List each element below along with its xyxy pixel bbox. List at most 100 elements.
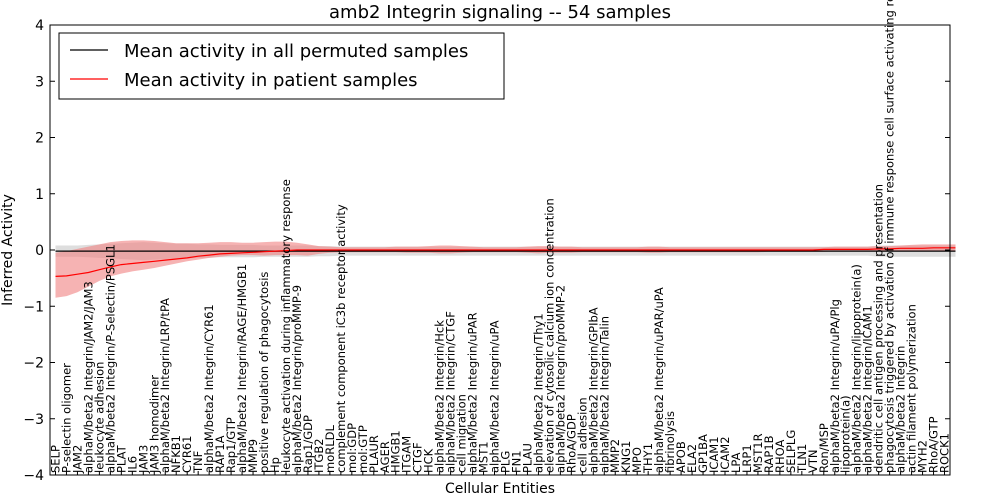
x-tick-label: NFKB1: [169, 435, 183, 473]
x-tick-label: positive regulation of phagocytosis: [257, 272, 271, 473]
x-tick-label: alphaM/beta2 Integrin/Thy1: [531, 313, 545, 473]
x-tick-label: alphaM/beta2 Integrin/CYR61: [202, 304, 216, 473]
x-tick-label: mol:GTP: [356, 425, 370, 473]
x-tick-label: leukocyte adhesion: [92, 362, 106, 473]
x-tick-label: CYR61: [180, 436, 194, 473]
x-tick-label: lipoprotein(a): [839, 395, 853, 473]
x-tick-label: RhoA/GDP: [564, 414, 578, 473]
x-tick-label: alphaM/beta2 Integrin/uPAR: [466, 312, 480, 473]
x-tick-label: TNF: [191, 451, 205, 474]
x-tick-label: moRLDL: [323, 425, 337, 473]
x-tick-label: alphaM/beta2 Integrin/JAM2/JAM3: [81, 281, 95, 473]
x-tick-label: HMGB1: [389, 430, 403, 473]
x-tick-label: GP1BA: [696, 434, 710, 473]
x-tick-label: RAP1B: [762, 435, 776, 473]
x-tick-label: PLAU: [520, 443, 534, 473]
x-tick-label: alphaM/beta2 Integrin: [894, 346, 908, 473]
x-tick-label: P-selectin oligomer: [60, 363, 74, 473]
x-tick-label: Rap1/GDP: [301, 415, 315, 473]
x-tick-label: IL6: [125, 456, 139, 473]
x-tick-label: Hp: [268, 457, 282, 473]
y-tick-label: 3: [35, 74, 44, 90]
y-axis: −4 −3 −2 −1 0 1 2 3 4: [23, 18, 950, 484]
x-tick-label: Rap1/GTP: [224, 417, 238, 473]
x-tick-label: alphaM/beta2 Integrin/CTGF: [444, 311, 458, 473]
x-tick-label: ELA2: [685, 444, 699, 473]
x-tick-label: CTGF: [411, 442, 425, 473]
x-tick-label: Ron/MSP: [817, 423, 831, 473]
y-tick-label: 2: [35, 131, 44, 147]
x-tick-label: SELP: [49, 445, 63, 473]
x-tick-label: elevation of cytosolic calcium ion conce…: [542, 198, 556, 473]
x-tick-label: AGER: [378, 441, 392, 473]
x-tick-label: RhoA/GTP: [927, 416, 941, 473]
x-tick-label: alphaM/beta2 Integrin/uPA/Plg: [828, 299, 842, 473]
x-tick-label: HCK: [422, 448, 436, 473]
x-tick-label: ITGAM: [400, 436, 414, 473]
x-tick-label: PLAUR: [367, 435, 381, 473]
x-tick-label: MMP9: [246, 439, 260, 473]
x-axis-label: Cellular Entities: [445, 481, 555, 497]
legend-box: [58, 32, 505, 100]
legend-label-patient: Mean activity in patient samples: [124, 70, 418, 91]
x-tick-label: ROCK1: [938, 433, 952, 473]
x-tick-label: complement component iC3b receptor activ…: [334, 204, 348, 473]
y-tick-label: 4: [35, 18, 44, 34]
x-tick-label: alphaM/beta2 Integrin/uPAR/uPA: [652, 287, 666, 473]
x-tick-label: RAP1A: [213, 435, 227, 473]
x-tick-label: actin filament polymerization: [905, 304, 919, 473]
y-tick-label: −3: [23, 412, 44, 428]
x-tick-label: KNG1: [619, 441, 633, 473]
x-tick-label: APOB: [674, 441, 688, 473]
x-tick-label: LRP1: [740, 444, 754, 473]
x-tick-label: fibrinolysis: [663, 411, 677, 473]
x-tick-label: MYH2: [916, 440, 930, 473]
x-tick-label: TLN1: [795, 444, 809, 474]
y-tick-label: 0: [35, 243, 44, 259]
x-tick-label: ITGB2: [312, 438, 326, 473]
chart-title: amb2 Integrin signaling -- 54 samples: [329, 2, 671, 23]
x-tick-label: dendritic cell antigen processing and pr…: [872, 184, 886, 473]
x-tick-label: alphaM/beta2 Integrin/proMMP-2: [553, 285, 567, 473]
x-tick-label: alphaM/beta2 Integrin/ICAM1: [861, 305, 875, 473]
x-tick-label: MST1R: [751, 433, 765, 473]
x-tick-label: MPO: [630, 447, 644, 473]
x-tick-label: alphaM/beta2 Integrin/proMMP-9: [290, 285, 304, 473]
x-tick-label: cell migration: [455, 394, 469, 473]
x-tick-label: alphaM/beta2 Integrin/RAGE/HMGB1: [235, 264, 249, 473]
x-tick-label: MMP2: [608, 439, 622, 473]
y-axis-label: Inferred Activity: [0, 194, 16, 306]
y-tick-label: 1: [35, 187, 44, 203]
legend: Mean activity in all permuted samples Me…: [58, 32, 505, 100]
series-lines: [55, 247, 956, 277]
x-tick-label: RHOA: [773, 440, 787, 473]
x-tick-label: ICAM2: [718, 436, 732, 473]
x-tick-label: MST1: [477, 441, 491, 473]
x-tick-label: THY1: [641, 443, 655, 474]
y-tick-label: −2: [23, 356, 44, 372]
line-series-1: [55, 247, 956, 277]
x-tick-label: ICAM1: [707, 436, 721, 473]
x-tick-label: JAM3 homodimer: [147, 375, 161, 474]
x-tick-label: alphaM/beta2 Integrin/GPIbA: [586, 307, 600, 473]
x-tick-label: alphaM/beta2 Integrin/lipoprotein(a): [850, 264, 864, 473]
x-tick-label: alphaM/beta2 Integrin/LRP/tPA: [158, 298, 172, 473]
x-tick-label: phagocytosis triggered by activation of …: [883, 0, 897, 473]
x-tick-label: JAM2: [70, 445, 84, 474]
y-tick-label: −1: [23, 299, 44, 315]
x-tick-label: JAM3: [136, 445, 150, 474]
x-tick-label: LPA: [729, 452, 743, 473]
x-tick-label: alphaM/beta2 Integrin/Talin: [597, 316, 611, 473]
x-tick-label: alphaM/beta2 Integrin/Hck: [433, 320, 447, 473]
x-tick-label: alphaM/beta2 Integrin/P-Selectin/PSGL1: [103, 244, 117, 473]
x-tick-label: PLG: [499, 451, 513, 473]
x-tick-label: VTN: [806, 450, 820, 474]
band-series-1: [55, 240, 956, 298]
y-tick-label: −4: [23, 468, 44, 484]
x-tick-label: FN1: [510, 450, 524, 473]
x-tick-label: alphaM/beta2 Integrin/uPA: [488, 320, 502, 473]
x-tick-label: SELPLG: [784, 430, 798, 473]
x-tick-label: leukocyte activation during inflammatory…: [279, 179, 293, 473]
